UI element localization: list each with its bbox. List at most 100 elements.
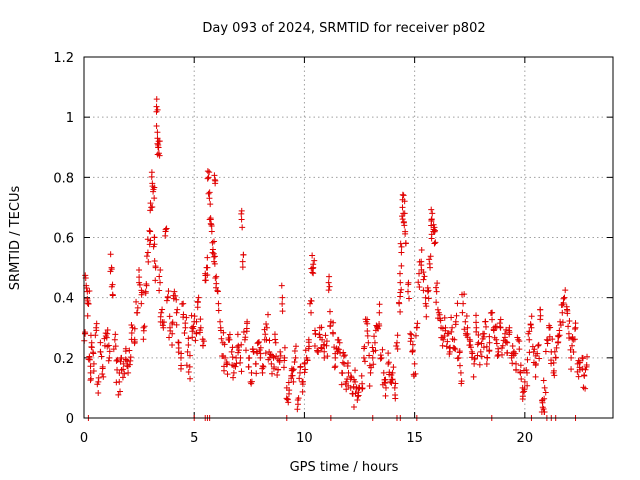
- data-point-cluster: [149, 204, 156, 211]
- data-point-cluster: [263, 321, 270, 328]
- data-point-cluster: [379, 346, 386, 353]
- data-point-cluster: [394, 332, 401, 339]
- data-point-cluster: [456, 362, 463, 369]
- data-point: [263, 324, 270, 331]
- data-point-cluster: [147, 207, 154, 214]
- x-tick-label: 5: [190, 431, 198, 446]
- data-point-cluster: [182, 320, 189, 327]
- data-point-cluster: [147, 200, 154, 207]
- data-point-cluster: [389, 376, 396, 383]
- data-point: [557, 318, 564, 325]
- data-point-cluster: [559, 319, 566, 326]
- data-point-cluster: [215, 307, 222, 314]
- data-point-cluster: [547, 324, 554, 331]
- data-point-cluster: [86, 356, 93, 363]
- data-point-cluster: [185, 335, 192, 342]
- data-point: [173, 309, 180, 316]
- data-point-cluster: [514, 334, 521, 341]
- data-point-cluster: [423, 313, 430, 320]
- data-point-cluster: [424, 284, 431, 291]
- data-point: [309, 252, 316, 259]
- data-point-cluster: [103, 334, 110, 341]
- data-point-cluster: [327, 323, 334, 330]
- data-point-cluster: [190, 323, 197, 330]
- data-point-cluster: [377, 352, 384, 359]
- data-point: [360, 354, 367, 361]
- data-point-cluster: [340, 353, 347, 360]
- data-point-cluster: [238, 341, 245, 348]
- data-point-cluster: [98, 353, 105, 360]
- data-point-cluster: [93, 327, 100, 334]
- data-point-cluster: [323, 338, 330, 345]
- data-point-cluster: [350, 404, 357, 411]
- data-point-cluster: [582, 366, 589, 373]
- data-point-cluster: [239, 264, 246, 271]
- data-point: [292, 354, 299, 361]
- data-point-cluster: [211, 176, 218, 183]
- data-point-cluster: [218, 335, 225, 342]
- data-point-cluster: [509, 360, 516, 367]
- data-point-cluster: [238, 207, 245, 214]
- data-point-cluster: [399, 216, 406, 223]
- data-point-cluster: [187, 375, 194, 382]
- data-point-cluster: [120, 366, 127, 373]
- data-point-cluster: [420, 287, 427, 294]
- data-point-cluster: [84, 312, 91, 319]
- data-point-cluster: [398, 243, 405, 250]
- data-point-cluster: [221, 341, 228, 348]
- data-point: [154, 129, 161, 136]
- data-point-cluster: [576, 359, 583, 366]
- data-point-cluster: [225, 335, 232, 342]
- data-point-cluster: [245, 363, 252, 370]
- data-point-cluster: [224, 371, 231, 378]
- data-point-cluster: [402, 240, 409, 247]
- data-point-cluster: [238, 368, 245, 375]
- data-point-cluster: [290, 366, 297, 373]
- data-point-cluster: [408, 335, 415, 342]
- data-point: [341, 360, 348, 367]
- data-point-cluster: [516, 338, 523, 345]
- data-point-cluster: [166, 334, 173, 341]
- data-point-cluster: [206, 195, 213, 202]
- data-point-cluster: [207, 215, 214, 222]
- data-point-cluster: [127, 354, 134, 361]
- data-point-cluster: [307, 300, 314, 307]
- data-point-cluster: [441, 314, 448, 321]
- data-point-cluster: [531, 346, 538, 353]
- data-point-cluster: [503, 339, 510, 346]
- data-point-cluster: [97, 348, 104, 355]
- data-point-cluster: [537, 306, 544, 313]
- data-point-cluster: [535, 341, 542, 348]
- data-point-cluster: [174, 306, 181, 313]
- data-point-cluster: [318, 324, 325, 331]
- data-point-cluster: [264, 311, 271, 318]
- data-point-cluster: [473, 312, 480, 319]
- data-point-cluster: [109, 292, 116, 299]
- data-point-cluster: [344, 360, 351, 367]
- data-point-cluster: [481, 330, 488, 337]
- data-point-cluster: [86, 287, 93, 294]
- data-point-cluster: [151, 258, 158, 265]
- data-point: [405, 288, 412, 295]
- data-point-cluster: [213, 280, 220, 287]
- x-tick-label: 15: [406, 431, 423, 446]
- data-point-cluster: [382, 376, 389, 383]
- data-point-cluster: [188, 312, 195, 319]
- plot-frame: [83, 56, 614, 419]
- data-point: [457, 369, 464, 376]
- data-point-cluster: [397, 270, 404, 277]
- data-point-cluster: [402, 228, 409, 235]
- data-point-cluster: [285, 399, 292, 406]
- grid: [84, 57, 613, 418]
- data-point-cluster: [369, 344, 376, 351]
- data-point-cluster: [420, 269, 427, 276]
- data-point-cluster: [570, 348, 577, 355]
- data-point-cluster: [503, 326, 510, 333]
- data-point-cluster: [497, 316, 504, 323]
- data-point-cluster: [294, 401, 301, 408]
- data-point-cluster: [157, 267, 164, 274]
- data-point-cluster: [242, 334, 249, 341]
- data-point-cluster: [156, 152, 163, 159]
- data-point-cluster: [204, 272, 211, 279]
- data-point: [358, 372, 365, 379]
